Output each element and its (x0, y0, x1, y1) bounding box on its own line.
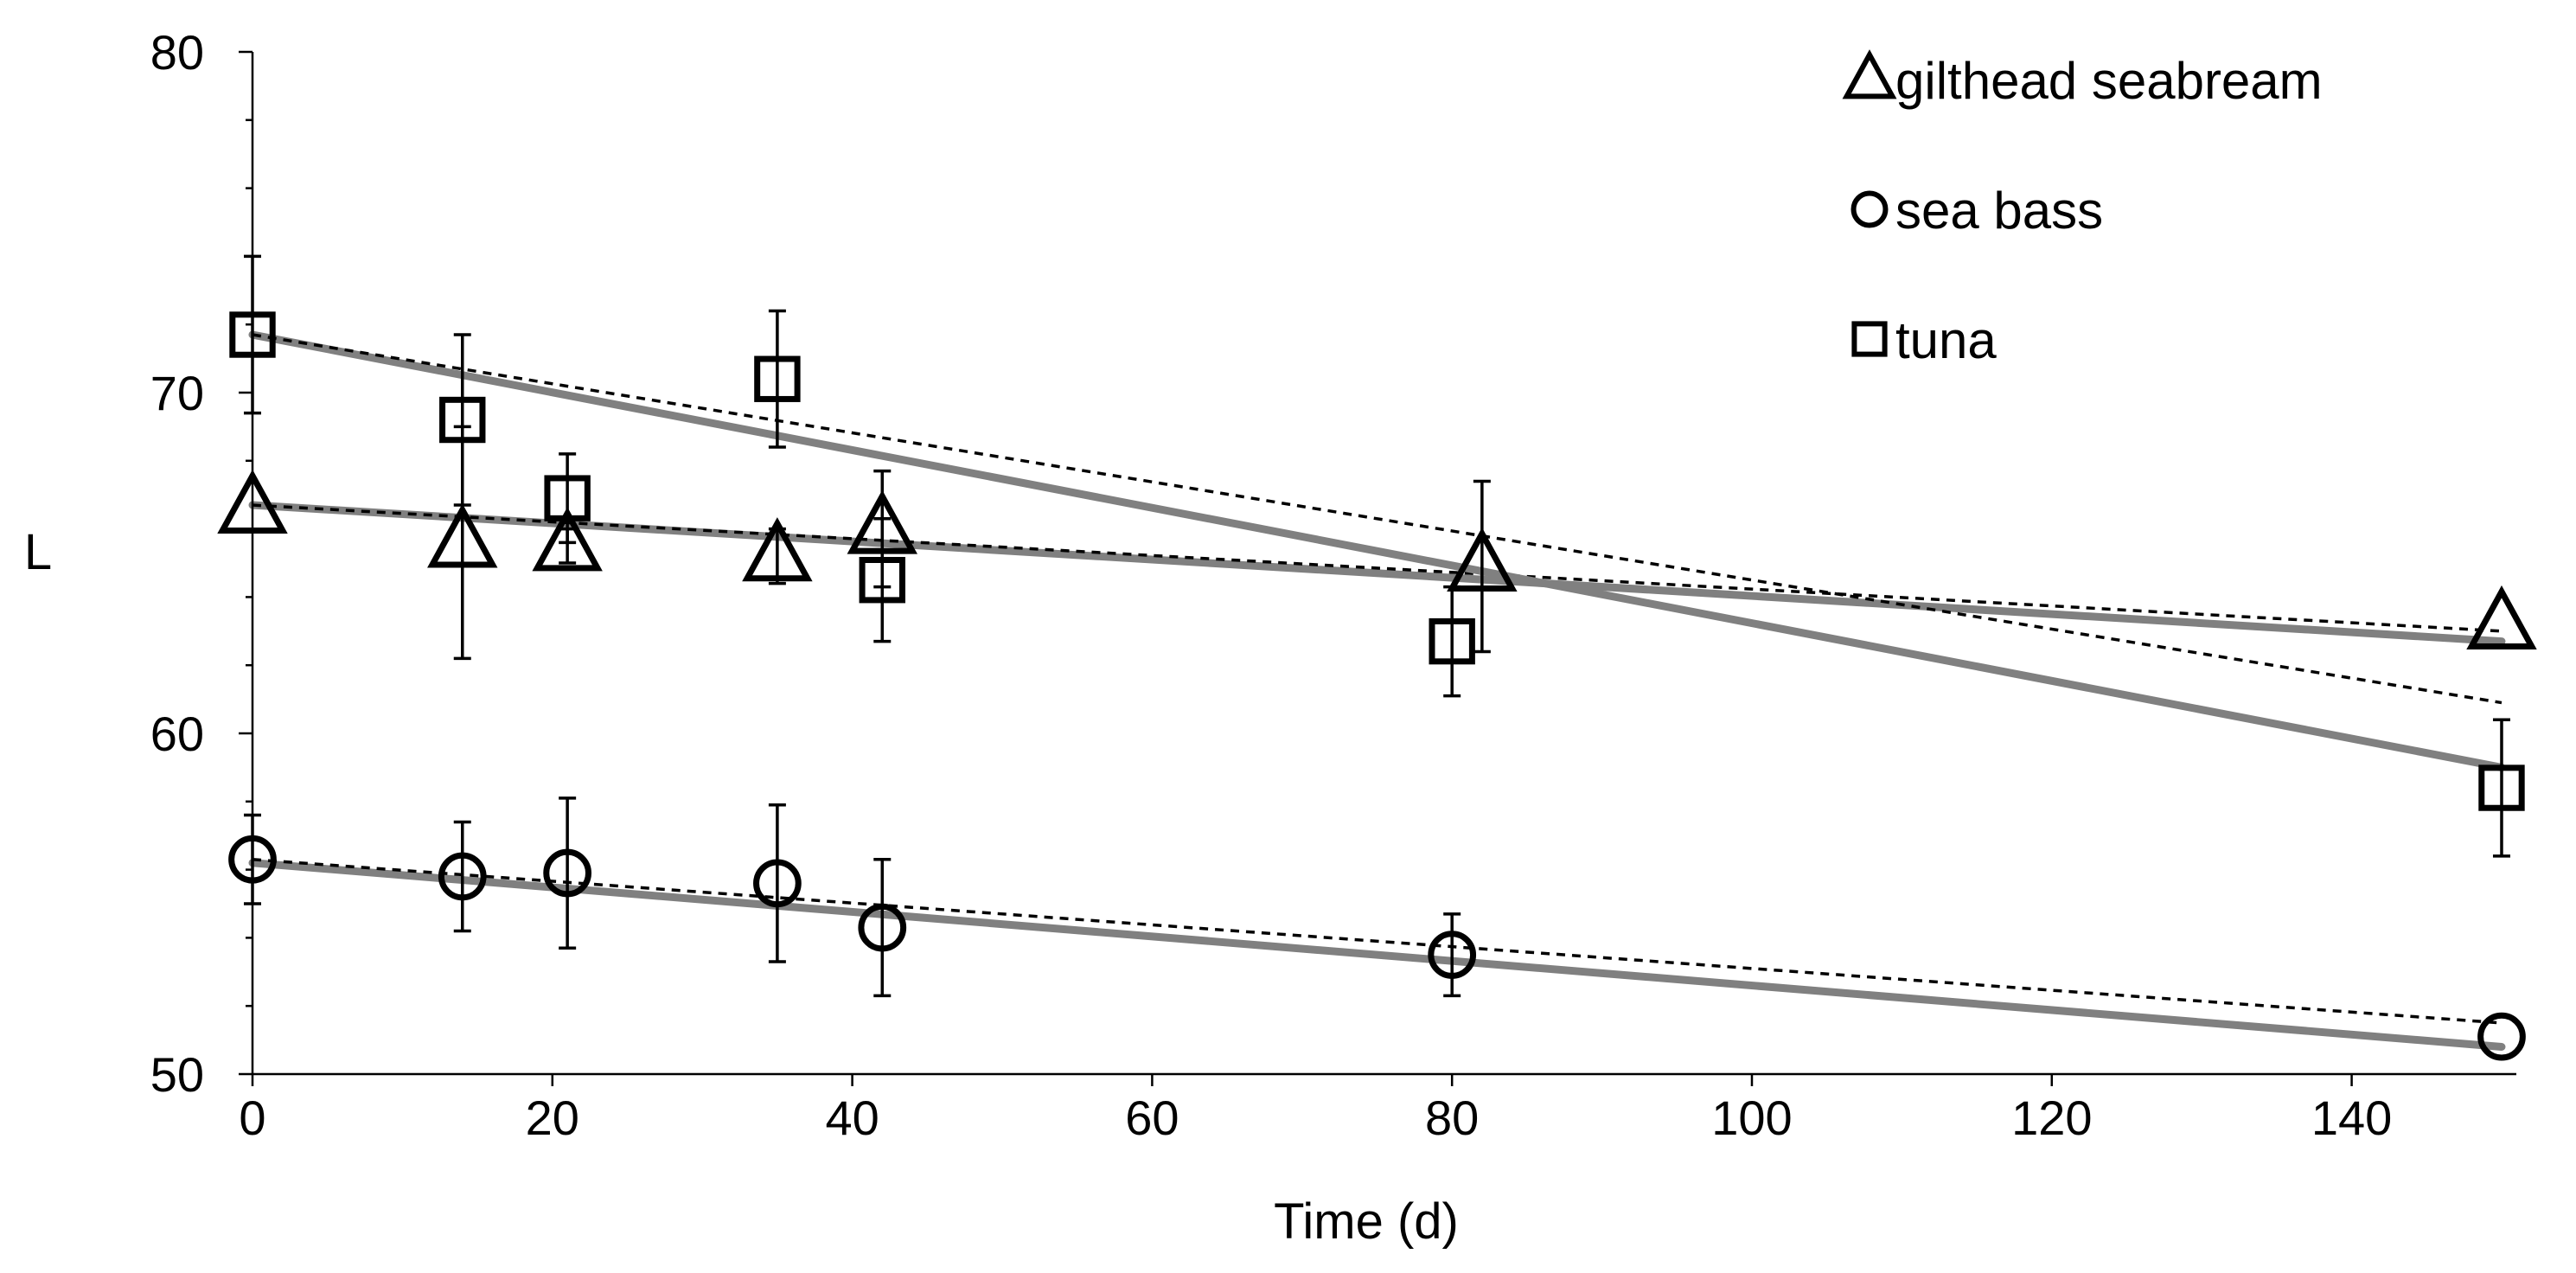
legend-label: sea bass (1895, 182, 2103, 240)
fit-line-solid (248, 859, 2506, 1051)
fit-lines (248, 330, 2506, 1051)
x-tick-label: 40 (825, 1091, 879, 1145)
fit-line-dashed (252, 333, 2502, 705)
circle-data-point (438, 852, 487, 901)
y-tick-label: 60 (150, 707, 204, 761)
x-axis-title: Time (d) (1274, 1193, 1459, 1250)
circle-data-point (753, 859, 802, 908)
fit-line-solid (248, 501, 2506, 646)
x-tick-label: 140 (2311, 1091, 2392, 1145)
legend-square-marker (1851, 321, 1888, 357)
triangle-data-point (847, 489, 917, 554)
triangle-data-point (532, 507, 603, 572)
square-data-point (544, 475, 591, 521)
square-data-point (439, 396, 486, 444)
legend-label: gilthead seabream (1895, 52, 2323, 110)
error-bar (559, 796, 577, 950)
error-bar (1473, 479, 1491, 654)
error-bar (873, 858, 892, 998)
y-tick-label: 70 (150, 366, 204, 420)
x-tick-label: 100 (1711, 1091, 1792, 1145)
circle-data-point (858, 903, 907, 952)
y-axis-ticks: 50 60 70 80 (150, 25, 252, 1102)
error-bar (1443, 585, 1461, 698)
circle-data-point (543, 848, 591, 898)
error-bar (453, 820, 471, 933)
triangle-data-point (742, 517, 813, 582)
x-tick-label: 60 (1125, 1091, 1179, 1145)
legend-triangle-marker (1842, 49, 1897, 99)
x-tick-label: 120 (2011, 1091, 2092, 1145)
legend-entry: sea bass (1851, 182, 2103, 240)
square-data-point (1429, 617, 1475, 665)
legend-label: tuna (1895, 311, 1997, 369)
legend-entry: tuna (1851, 311, 1997, 369)
square-data-point (2478, 764, 2525, 811)
circle-data-point (1428, 931, 1477, 979)
x-axis-ticks: 0 20 40 60 80 100 120 140 (239, 1074, 2392, 1145)
fit-line-solid (248, 330, 2506, 771)
error-bar (2492, 718, 2510, 858)
error-bar (1443, 912, 1461, 998)
error-bars (244, 254, 2510, 998)
y-tick-label: 50 (150, 1047, 204, 1102)
error-bar (768, 309, 786, 449)
legend-circle-marker (1851, 190, 1889, 228)
axes (251, 52, 2516, 1076)
fit-line-dashed (252, 858, 2502, 1025)
legend: gilthead seabream sea bass tuna (1842, 49, 2323, 369)
square-data-point (859, 557, 905, 604)
error-bar (768, 803, 786, 963)
error-bar (559, 452, 577, 545)
circle-data-point (2477, 1012, 2526, 1061)
triangle-data-point (427, 503, 498, 568)
fit-line-dashed (252, 503, 2502, 633)
square-data-point (754, 355, 801, 402)
x-tick-label: 0 (239, 1091, 265, 1145)
error-bar (873, 517, 892, 643)
x-tick-label: 20 (526, 1091, 579, 1145)
legend-entry: gilthead seabream (1842, 49, 2323, 110)
y-axis-title: L (24, 524, 52, 580)
data-points (217, 311, 2537, 1061)
error-bar (453, 333, 471, 507)
y-tick-label: 80 (150, 25, 204, 80)
triangle-data-point (1447, 527, 1518, 592)
x-tick-label: 80 (1425, 1091, 1479, 1145)
triangle-data-point (2466, 585, 2537, 649)
